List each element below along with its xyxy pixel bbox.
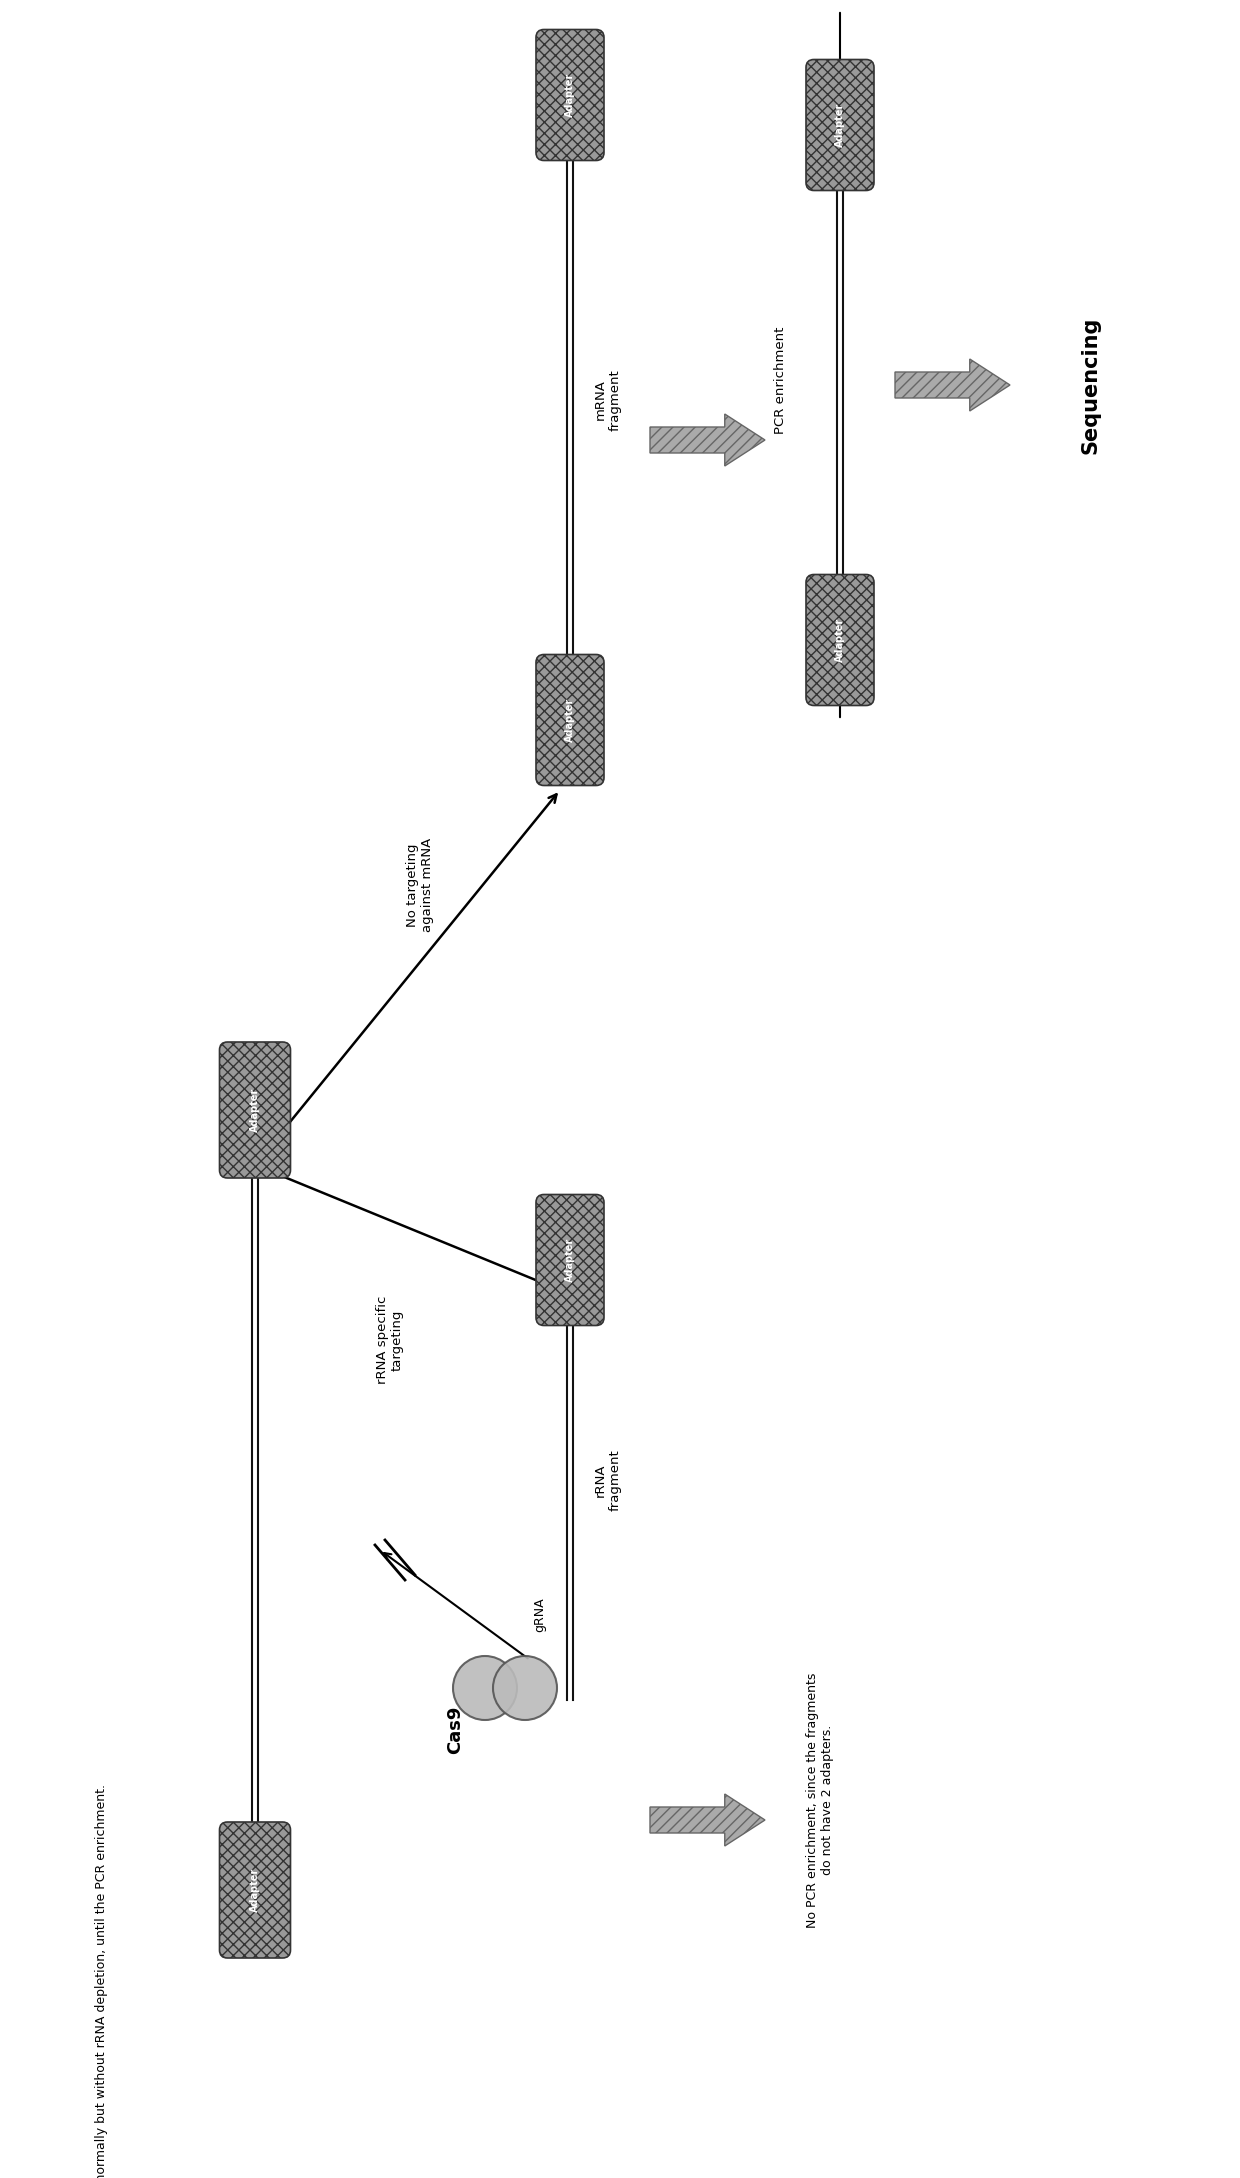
Text: Cas9: Cas9: [446, 1705, 464, 1753]
FancyBboxPatch shape: [536, 30, 604, 161]
Circle shape: [453, 1655, 517, 1721]
FancyBboxPatch shape: [806, 59, 874, 189]
Polygon shape: [895, 359, 1011, 412]
FancyBboxPatch shape: [536, 1194, 604, 1326]
Text: rRNA specific
targeting: rRNA specific targeting: [376, 1296, 404, 1385]
Text: Sequencing: Sequencing: [1080, 316, 1100, 453]
FancyBboxPatch shape: [219, 1041, 290, 1178]
Polygon shape: [650, 1795, 765, 1847]
Polygon shape: [650, 414, 765, 466]
Text: Adapter: Adapter: [565, 697, 575, 743]
Text: Adapter: Adapter: [565, 72, 575, 118]
FancyBboxPatch shape: [806, 575, 874, 706]
Text: Adapter: Adapter: [250, 1869, 260, 1912]
Circle shape: [494, 1655, 557, 1721]
FancyBboxPatch shape: [536, 656, 604, 786]
Text: mRNA
fragment: mRNA fragment: [594, 368, 622, 431]
Text: gRNA: gRNA: [533, 1599, 547, 1631]
Text: Adapter: Adapter: [835, 619, 844, 662]
Text: No PCR enrichment, since the fragments
do not have 2 adapters.: No PCR enrichment, since the fragments d…: [806, 1673, 835, 1928]
FancyBboxPatch shape: [219, 1823, 290, 1958]
Text: Adapter: Adapter: [565, 1237, 575, 1283]
Text: rRNA
fragment: rRNA fragment: [594, 1448, 622, 1512]
Text: • Library construction is performed normally but without rRNA depletion, until t: • Library construction is performed norm…: [95, 1784, 108, 2178]
Text: Adapter: Adapter: [250, 1087, 260, 1133]
Text: Adapter: Adapter: [835, 102, 844, 148]
Text: PCR enrichment: PCR enrichment: [774, 327, 786, 433]
Text: No targeting
against mRNA: No targeting against mRNA: [405, 839, 434, 932]
